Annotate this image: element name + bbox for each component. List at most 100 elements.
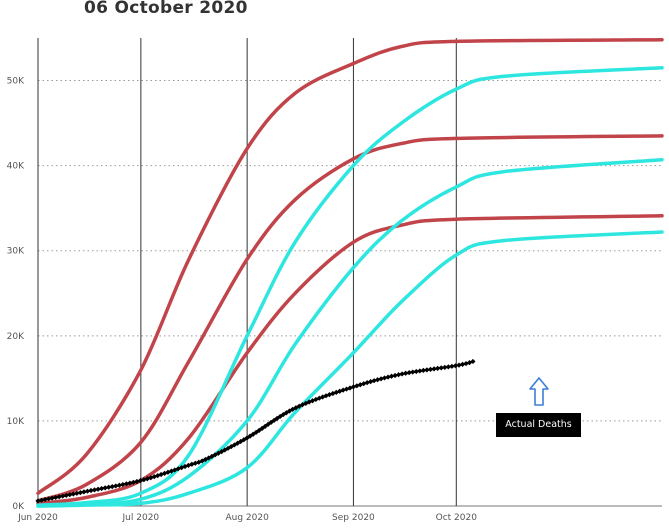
actual-marker: [56, 494, 62, 500]
model-series-line-3: [36, 66, 664, 507]
chart-title: 06 October 2020: [84, 0, 248, 18]
actual-marker: [113, 483, 119, 489]
actual-marker: [256, 427, 262, 433]
actual-marker: [60, 493, 66, 499]
actual-marker: [175, 466, 181, 472]
actual-marker: [77, 490, 83, 496]
actual-marker: [74, 490, 80, 496]
actual-marker: [84, 488, 91, 494]
actual-marker: [178, 465, 185, 471]
x-tick-label: Jul 2020: [122, 513, 160, 523]
actual-marker: [406, 370, 412, 376]
actual-marker: [395, 372, 402, 378]
model-series-line-1: [36, 134, 664, 503]
model-series-line-5: [36, 230, 664, 508]
month-gridlines: [37, 38, 457, 506]
actual-marker: [268, 419, 274, 425]
actual-marker: [424, 367, 430, 373]
actual-marker: [431, 366, 437, 372]
actual-marker: [185, 462, 192, 468]
actual-marker: [403, 370, 409, 376]
model-series-line-4: [36, 157, 664, 508]
actual-marker: [35, 498, 41, 504]
actual-marker: [445, 364, 451, 370]
actual-marker: [417, 368, 423, 374]
actual-marker: [388, 373, 395, 379]
actual-marker: [182, 463, 188, 470]
actual-marker: [88, 487, 94, 494]
actual-marker: [212, 452, 218, 458]
actual-marker: [381, 375, 388, 381]
actual-marker: [106, 484, 112, 490]
y-tick-label: 50K: [7, 77, 25, 87]
actual-marker: [293, 405, 299, 411]
actual-marker: [137, 478, 144, 484]
horizontal-gridlines: [38, 80, 662, 507]
actual-marker: [209, 453, 215, 459]
actual-marker: [45, 496, 52, 502]
x-tick-label: Oct 2020: [436, 513, 478, 523]
actual-deaths-callout: Actual Deaths: [496, 413, 581, 437]
actual-marker: [438, 365, 444, 371]
actual-marker: [99, 485, 105, 492]
actual-marker: [265, 421, 271, 427]
y-tick-label: 40K: [7, 162, 25, 172]
actual-marker: [130, 479, 137, 485]
actual-marker: [259, 425, 265, 431]
actual-marker: [241, 437, 247, 443]
y-tick-label: 10K: [7, 417, 25, 427]
actual-marker: [225, 445, 231, 451]
actual-marker: [392, 372, 398, 379]
actual-marker: [368, 379, 374, 385]
actual-marker: [148, 475, 154, 481]
actual-marker: [53, 494, 59, 501]
actual-marker: [244, 435, 250, 441]
actual-marker: [123, 481, 129, 487]
y-axis-ticks: 0K 10K 20K 30K 40K 50K: [7, 77, 25, 512]
actual-marker: [410, 369, 416, 375]
actual-marker: [330, 390, 336, 397]
actual-marker: [449, 363, 455, 369]
x-tick-label: Aug 2020: [225, 513, 269, 523]
y-tick-label: 0K: [12, 502, 25, 512]
actual-marker: [399, 371, 405, 377]
actual-marker: [378, 376, 384, 382]
actual-marker: [127, 480, 133, 486]
actual-marker: [63, 492, 69, 498]
actual-marker: [70, 491, 76, 497]
actual-marker: [385, 374, 391, 380]
x-axis-ticks: Jun 2020 Jul 2020 Aug 2020 Sep 2020 Oct 2020: [17, 513, 477, 523]
actual-marker: [116, 482, 122, 488]
y-tick-label: 30K: [7, 247, 25, 257]
actual-marker: [134, 478, 140, 485]
actual-marker: [320, 394, 326, 400]
actual-marker: [228, 444, 234, 450]
actual-marker: [141, 477, 147, 483]
x-tick-label: Sep 2020: [332, 513, 375, 523]
actual-marker: [343, 386, 350, 392]
actual-marker: [81, 489, 87, 495]
actual-marker: [199, 458, 205, 464]
actual-marker: [313, 396, 319, 403]
actual-marker: [262, 423, 268, 429]
actual-marker: [420, 367, 426, 373]
actual-marker: [364, 380, 370, 386]
actual-marker: [452, 363, 459, 369]
actual-marker: [49, 495, 55, 501]
actual-marker: [144, 476, 150, 482]
model-series-line-2: [36, 214, 664, 506]
actual-marker: [306, 399, 312, 405]
actual-marker: [427, 366, 434, 372]
actual-marker: [102, 485, 108, 491]
actual-marker: [435, 365, 441, 371]
y-tick-label: 20K: [7, 332, 25, 342]
model-series-line-0: [36, 37, 664, 495]
actual-marker: [91, 487, 98, 493]
actual-marker: [165, 469, 171, 475]
actual-marker: [470, 358, 476, 365]
x-tick-label: Jun 2020: [17, 513, 58, 523]
up-arrow-icon: [529, 377, 549, 406]
actual-marker: [109, 483, 115, 490]
actual-marker: [42, 496, 48, 503]
